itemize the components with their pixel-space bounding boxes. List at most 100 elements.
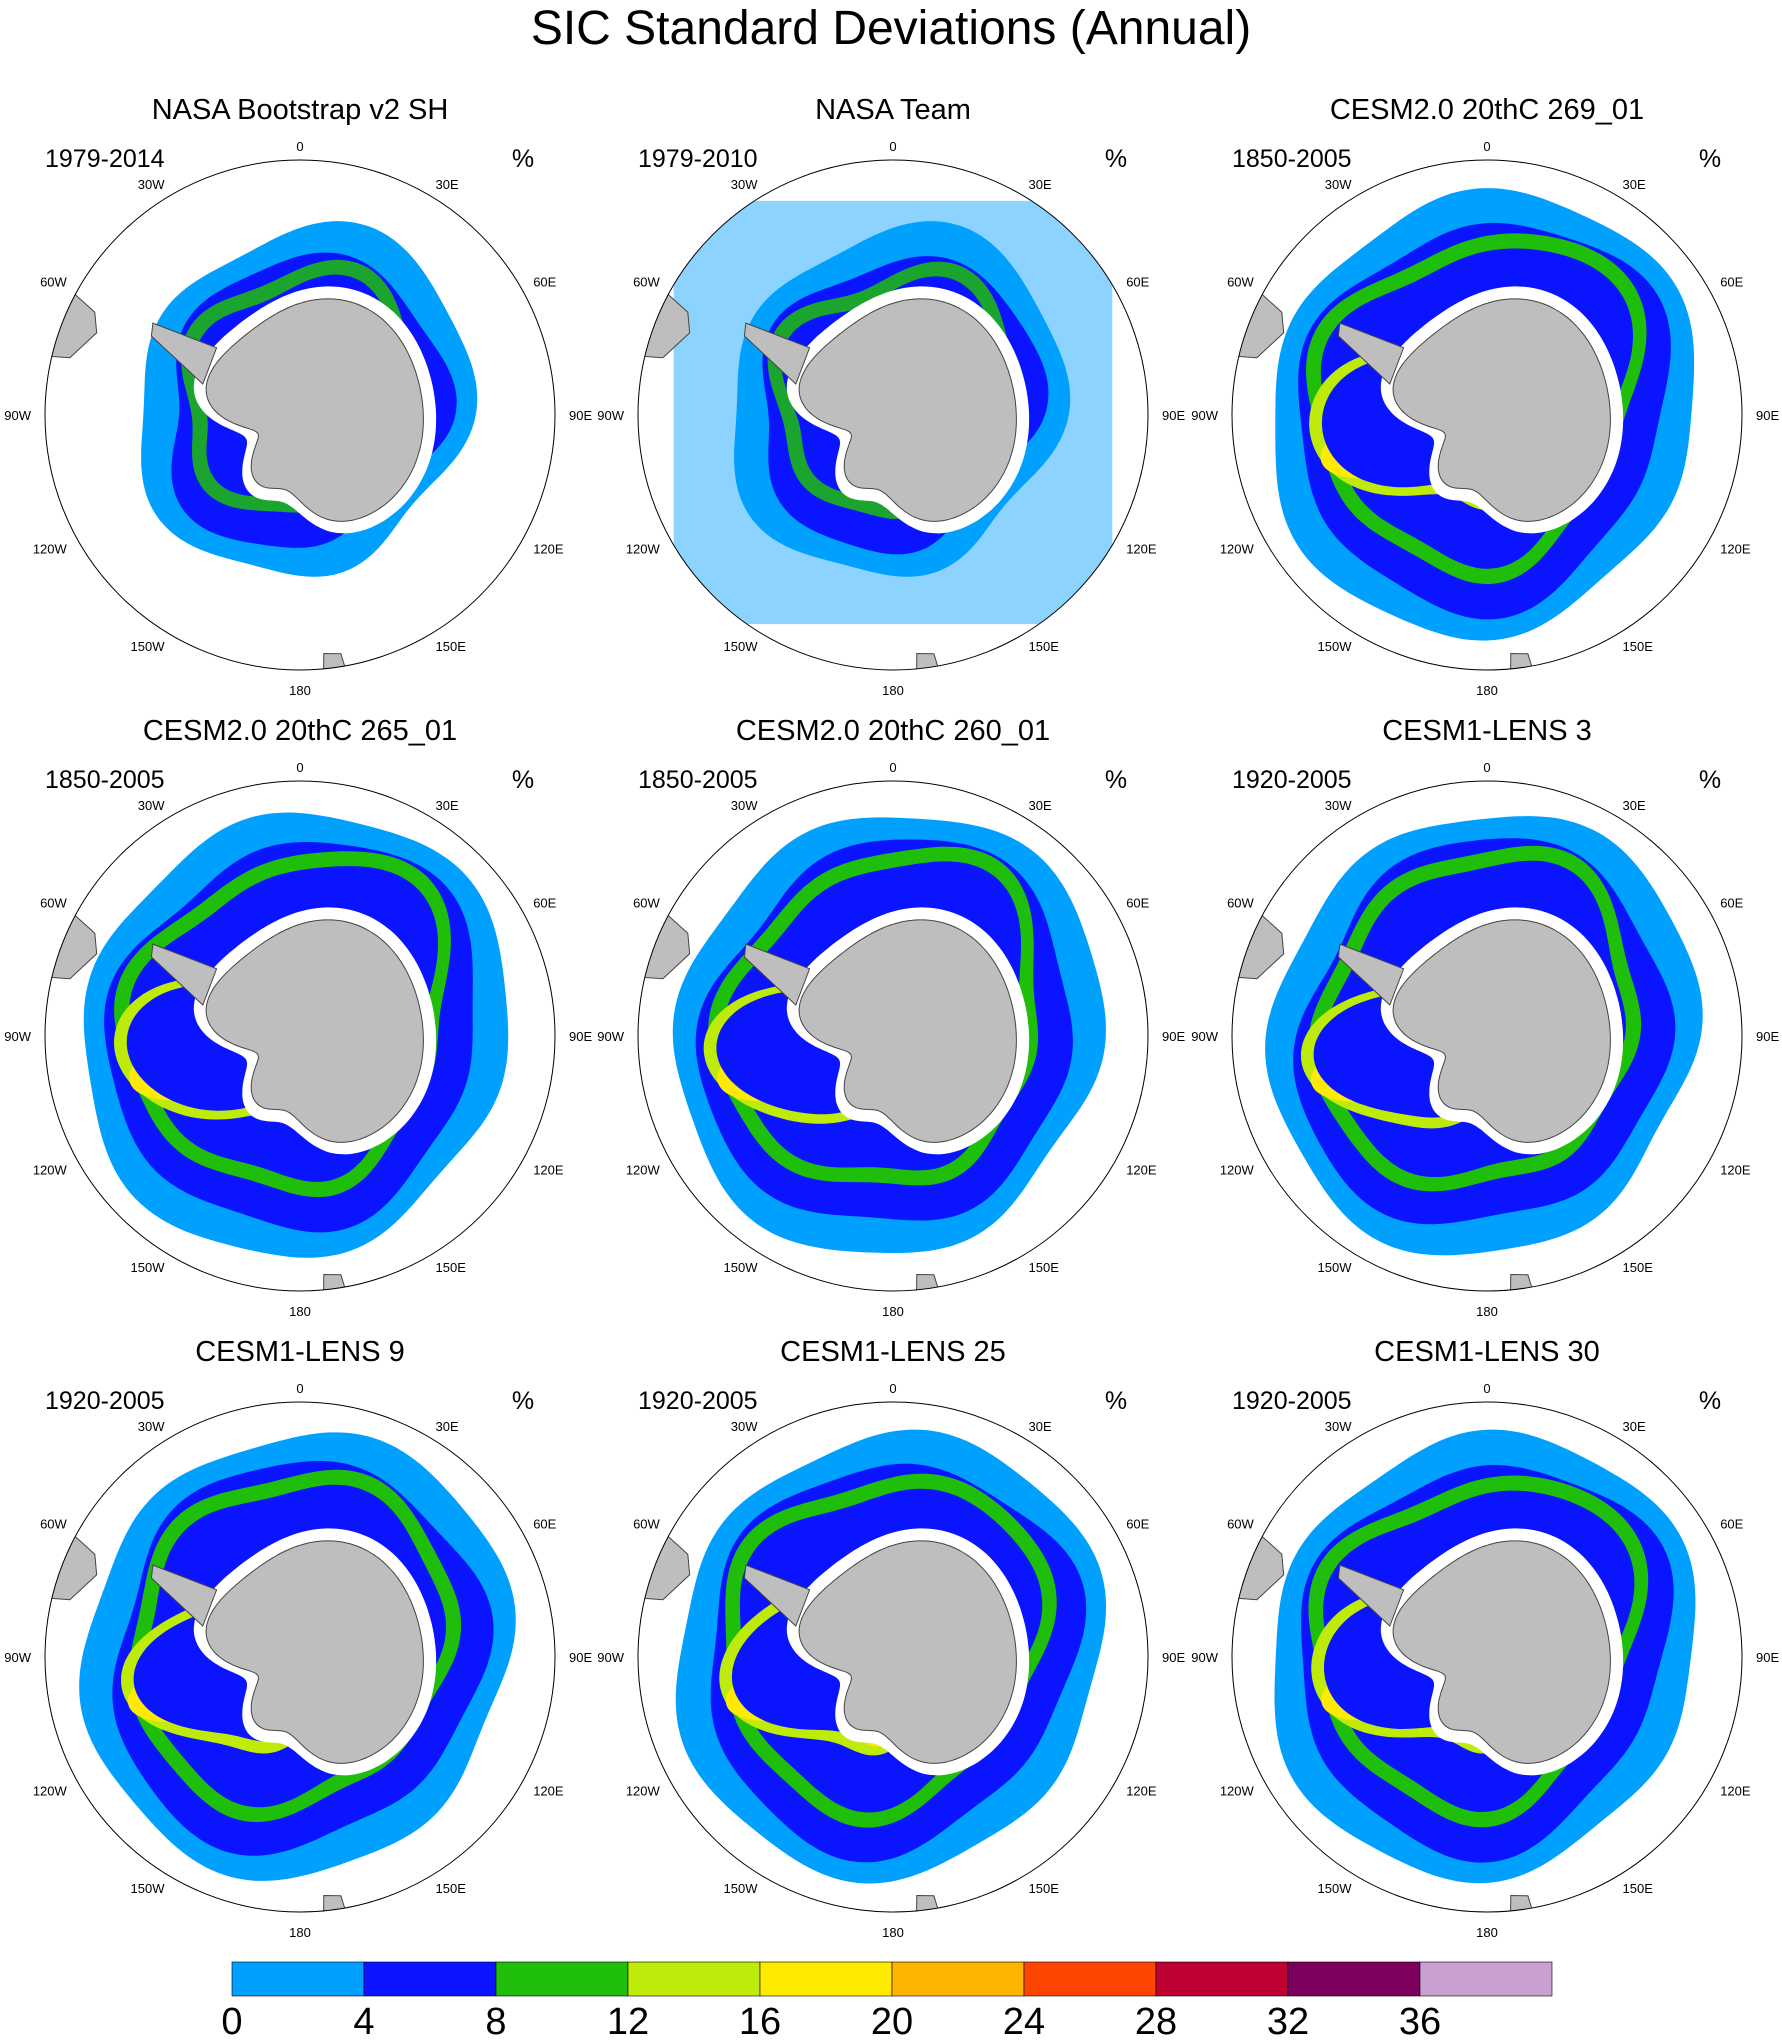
antarctic-peninsula [1337,943,1405,1006]
lon-label-120w: 120W [33,1163,68,1178]
panel-5: 0 30E 60E 90E 120E 150E 180 150W 120W 90W 60W 30W CE… [597,715,1185,1319]
antarctica-land [205,919,424,1143]
map-boundary [637,780,1149,1292]
new-zealand-land [915,652,941,670]
lon-label-90e: 90E [1162,1029,1185,1044]
lon-label-90w: 90W [1191,408,1218,423]
lon-label-60e: 60E [1720,896,1743,911]
lon-label-180: 180 [289,1925,311,1940]
antarctic-peninsula [743,943,811,1006]
lon-label-60w: 60W [40,275,67,290]
panel-title: CESM1-LENS 3 [1382,715,1592,747]
map-boundary [44,159,556,671]
lon-label-120w: 120W [1220,1784,1255,1799]
lon-label-120w: 120W [33,542,68,557]
lon-label-120e: 120E [533,1163,564,1178]
south-america-land [1232,284,1285,359]
lon-label-120e: 120E [533,542,564,557]
panel-title: CESM1-LENS 30 [1374,1336,1600,1368]
panel-title: CESM2.0 20thC 260_01 [736,715,1050,747]
lon-label-120w: 120W [626,1784,661,1799]
lon-label-150w: 150W [1318,1881,1353,1896]
lon-label-150w: 150W [1318,1260,1353,1275]
colorbar-swatch-0 [231,1961,365,1997]
panel-units: % [512,766,534,794]
lon-label-0: 0 [296,760,303,775]
lon-label-60w: 60W [633,1517,660,1532]
panel-map [638,1429,1107,1912]
antarctic-peninsula [1337,322,1405,385]
lon-label-150e: 150E [436,639,467,654]
new-zealand-land [915,1273,941,1291]
colorbar-tick-12: 12 [607,2001,649,2043]
lon-label-150e: 150E [1623,1260,1654,1275]
panel-period: 1979-2014 [45,145,165,173]
panel-8: 0 30E 60E 90E 120E 150E 180 150W 120W 90W 60W 30W CE… [597,1336,1185,1940]
antarctica-land [205,298,424,522]
lon-label-180: 180 [882,1925,904,1940]
south-america-land [638,1526,691,1601]
antarctica-land [1392,298,1611,522]
lon-label-0: 0 [1483,139,1490,154]
lon-label-60e: 60E [1720,275,1743,290]
lon-label-60e: 60E [1126,275,1149,290]
panel-period: 1920-2005 [638,1387,758,1415]
panel-6: 0 30E 60E 90E 120E 150E 180 150W 120W 90W 60W 30W CE… [1191,715,1779,1319]
map-boundary [44,780,556,1292]
lon-label-150w: 150W [131,1260,166,1275]
lon-label-30w: 30W [731,798,758,813]
lon-label-60w: 60W [633,896,660,911]
lon-label-180: 180 [1476,1925,1498,1940]
map-boundary [1231,1401,1743,1913]
colorbar-swatch-7 [1155,1961,1289,1997]
map-boundary [637,159,1149,671]
antarctica-land [798,1540,1017,1764]
lon-label-120w: 120W [1220,1163,1255,1178]
panel-map [45,221,478,670]
antarctic-peninsula [150,943,218,1006]
panel-units: % [512,145,534,173]
new-zealand-land [322,1273,348,1291]
new-zealand-land [1509,652,1535,670]
panel-period: 1850-2005 [45,766,165,794]
lon-label-90e: 90E [1756,1029,1779,1044]
colorbar-tick-16: 16 [739,2001,781,2043]
lon-label-60e: 60E [1126,1517,1149,1532]
lon-label-30w: 30W [731,1419,758,1434]
lon-label-120e: 120E [1720,542,1751,557]
panel-units: % [1699,145,1721,173]
lon-label-120w: 120W [33,1784,68,1799]
colorbar-swatch-4 [759,1961,893,1997]
lon-label-30e: 30E [436,177,459,192]
antarctica-land [205,1540,424,1764]
lon-label-150w: 150W [131,1881,166,1896]
colorbar-tick-8: 8 [485,2001,506,2043]
lon-label-30e: 30E [1029,798,1052,813]
south-america-land [45,284,98,359]
lon-label-150e: 150E [1029,1881,1060,1896]
lon-label-60e: 60E [1720,1517,1743,1532]
lon-label-30w: 30W [731,177,758,192]
antarctic-peninsula [150,322,218,385]
lon-label-180: 180 [1476,1304,1498,1319]
lon-label-150w: 150W [131,639,166,654]
panel-period: 1979-2010 [638,145,758,173]
antarctica-land [1392,1540,1611,1764]
panel-title: NASA Team [815,94,971,126]
lon-label-30e: 30E [1623,1419,1646,1434]
panel-units: % [1105,1387,1127,1415]
lon-label-90e: 90E [1756,408,1779,423]
lon-label-30w: 30W [138,798,165,813]
panel-title: NASA Bootstrap v2 SH [152,94,449,126]
lon-label-30e: 30E [1029,1419,1052,1434]
lon-label-30w: 30W [1325,1419,1352,1434]
antarctic-peninsula [1337,1564,1405,1627]
lon-label-120w: 120W [1220,542,1255,557]
lon-label-60w: 60W [1227,896,1254,911]
lon-label-0: 0 [1483,760,1490,775]
colorbar-swatch-8 [1287,1961,1421,1997]
map-boundary [637,1401,1149,1913]
lon-label-180: 180 [1476,683,1498,698]
lon-label-120w: 120W [626,1163,661,1178]
lon-label-150e: 150E [1029,1260,1060,1275]
